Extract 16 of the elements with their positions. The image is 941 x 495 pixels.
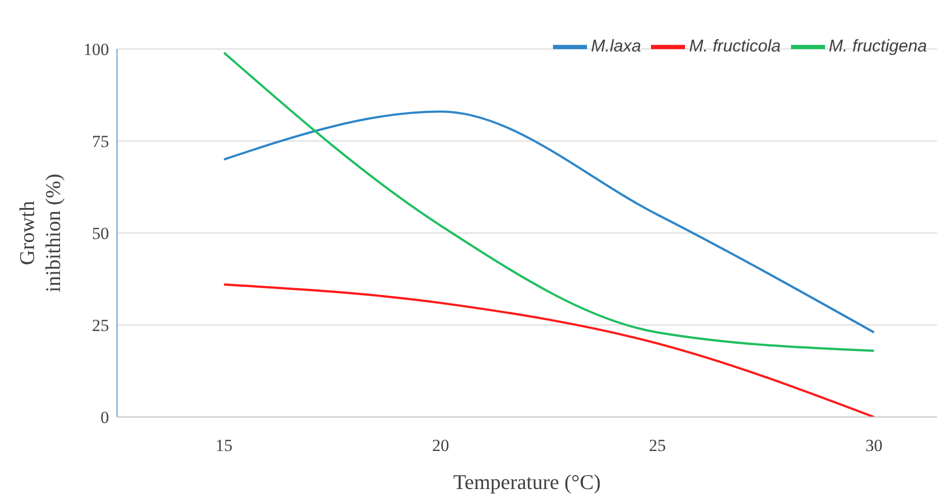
legend-label: M.laxa bbox=[591, 36, 642, 56]
y-tick-label: 25 bbox=[92, 316, 109, 336]
y-tick-label: 50 bbox=[92, 224, 109, 244]
x-tick-label: 15 bbox=[216, 436, 232, 456]
legend-label: M. fructigena bbox=[828, 36, 927, 56]
legend-label: M. fructicola bbox=[689, 36, 781, 56]
x-tick-label: 25 bbox=[648, 436, 666, 456]
y-axis-title: Growth inibithion (%) bbox=[15, 174, 65, 292]
x-tick-label: 30 bbox=[866, 436, 882, 456]
line-series bbox=[222, 283, 876, 417]
x-tick-label: 20 bbox=[432, 436, 450, 456]
y-tick-label: 75 bbox=[92, 132, 109, 152]
y-tick-label: 0 bbox=[100, 408, 109, 428]
x-axis-title: Temperature (°C) bbox=[453, 470, 601, 494]
line-series bbox=[222, 110, 876, 334]
y-tick-label: 100 bbox=[84, 40, 109, 60]
